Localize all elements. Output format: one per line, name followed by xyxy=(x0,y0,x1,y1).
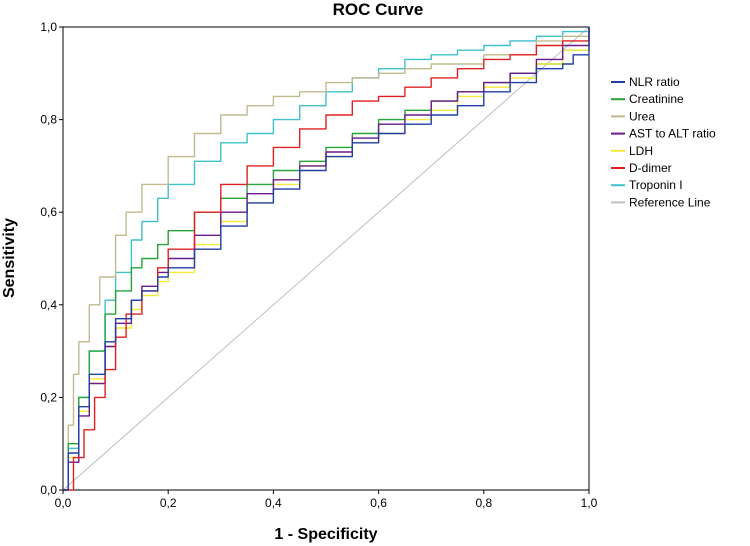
legend-label: D-dimer xyxy=(629,161,672,175)
series-line-reference-line xyxy=(62,26,590,491)
legend-label: LDH xyxy=(629,144,653,158)
y-tick-label: 0,6 xyxy=(40,205,57,219)
legend-label: Reference Line xyxy=(629,195,711,209)
series-line-troponin-i xyxy=(63,27,590,491)
x-tick-label: 0,2 xyxy=(160,496,177,510)
legend: NLR ratio Creatinine Urea AST to ALT ratio L… xyxy=(611,75,716,209)
y-tick-label: 0,8 xyxy=(40,113,57,127)
y-axis-label: Sensitivity xyxy=(1,218,18,298)
x-tick-label: 0,0 xyxy=(55,496,72,510)
y-tick-label: 0,2 xyxy=(40,390,57,404)
series-line-nlr-ratio xyxy=(63,27,590,491)
x-tick-label: 0,8 xyxy=(475,496,492,510)
legend-label: AST to ALT ratio xyxy=(629,127,716,141)
legend-label: NLR ratio xyxy=(629,75,680,89)
x-tick-label: 1,0 xyxy=(581,496,598,510)
y-tick-label: 0,0 xyxy=(40,483,57,497)
x-tick-label: 0,6 xyxy=(370,496,387,510)
legend-label: Creatinine xyxy=(629,92,684,106)
series-line-urea xyxy=(63,27,590,491)
chart-title: ROC Curve xyxy=(333,0,424,19)
legend-label: Troponin I xyxy=(629,178,683,192)
x-tick-label: 0,4 xyxy=(265,496,282,510)
y-tick-label: 0,4 xyxy=(40,298,57,312)
y-tick-label: 1,0 xyxy=(40,20,57,34)
series-line-d-dimer xyxy=(63,27,590,491)
x-axis-label: 1 - Specificity xyxy=(274,526,377,543)
legend-label: Urea xyxy=(629,109,655,123)
